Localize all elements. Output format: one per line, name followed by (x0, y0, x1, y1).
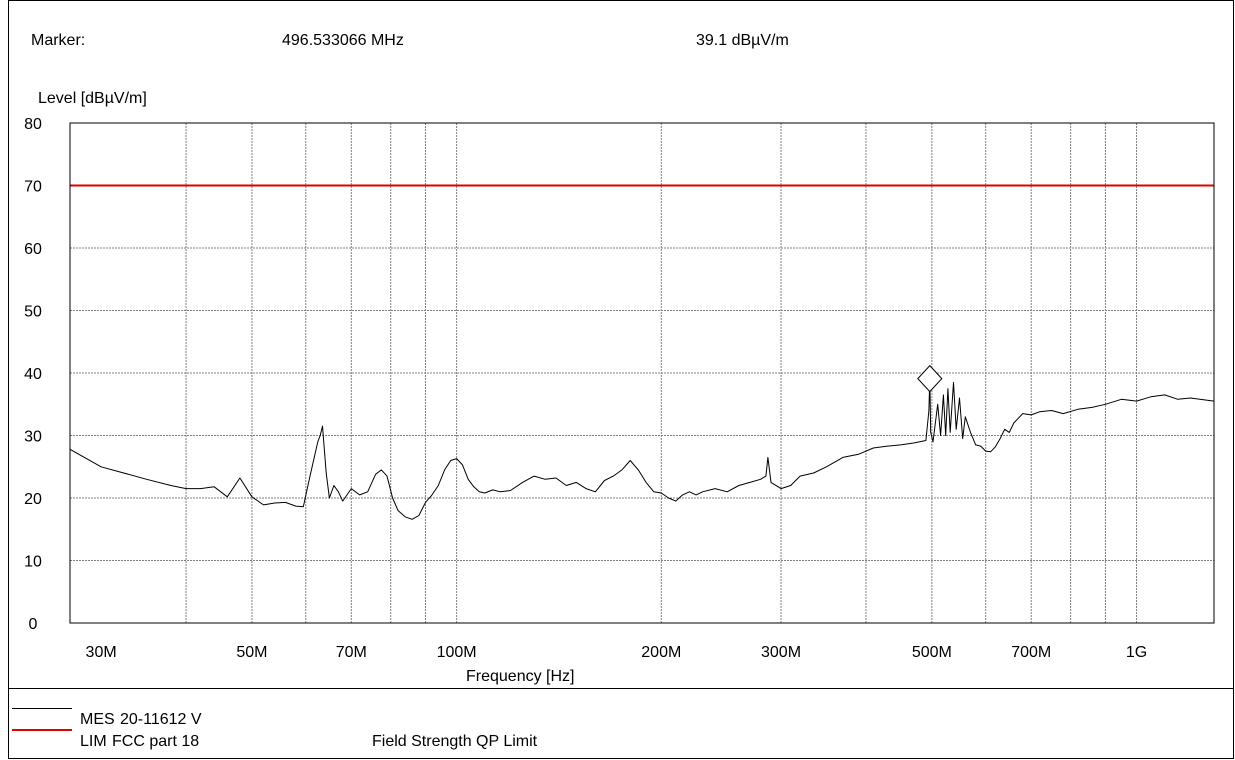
x-tick-label: 300M (761, 644, 801, 661)
x-tick-label: 30M (86, 644, 117, 661)
x-tick-label: 700M (1011, 644, 1051, 661)
tick-labels: 0 10 20 30 40 50 60 70 80 30M 50M 70M 100M 200M 300M 50… (24, 116, 1147, 661)
x-tick-label: 50M (236, 644, 267, 661)
legend-name-lim: FCC part 18 (112, 733, 200, 750)
series-line-mes (69, 378, 1215, 520)
plot-border (69, 122, 1215, 624)
series-layer (69, 184, 1215, 520)
y-tick-label: 60 (24, 241, 42, 258)
legend-swatch-mes (12, 708, 72, 709)
y-tick-label: 50 (24, 304, 42, 321)
x-tick-label: 1G (1126, 644, 1147, 661)
grid (70, 123, 1214, 623)
marker-diamond-icon (917, 364, 943, 393)
legend-desc-lim: Field Strength QP Limit (372, 733, 538, 750)
y-tick-label: 20 (24, 491, 42, 508)
y-tick-label: 80 (24, 116, 42, 133)
marker-level: 39.1 dBµV/m (696, 32, 789, 49)
y-tick-label: 30 (24, 429, 42, 446)
legend-swatch-lim (12, 729, 72, 731)
x-tick-label: 200M (641, 644, 681, 661)
marker-frequency: 496.533066 MHz (282, 32, 404, 49)
x-tick-label: 70M (336, 644, 367, 661)
y-tick-label: 40 (24, 366, 42, 383)
y-tick-label: 70 (24, 179, 42, 196)
x-tick-label: 100M (437, 644, 477, 661)
legend-separator (9, 688, 1233, 689)
y-axis-label: Level [dBµV/m] (38, 90, 147, 107)
x-tick-label: 500M (912, 644, 952, 661)
y-tick-label: 10 (24, 554, 42, 571)
x-axis-label: Frequency [Hz] (466, 668, 575, 685)
legend-code-mes: MES (80, 711, 115, 728)
marker-label: Marker: (31, 32, 86, 49)
figure-frame (8, 0, 1234, 759)
marker-layer (917, 364, 943, 393)
y-tick-label: 0 (29, 616, 38, 633)
legend-code-lim: LIM (80, 733, 107, 750)
legend-name-mes: 20-11612 V (120, 711, 202, 728)
